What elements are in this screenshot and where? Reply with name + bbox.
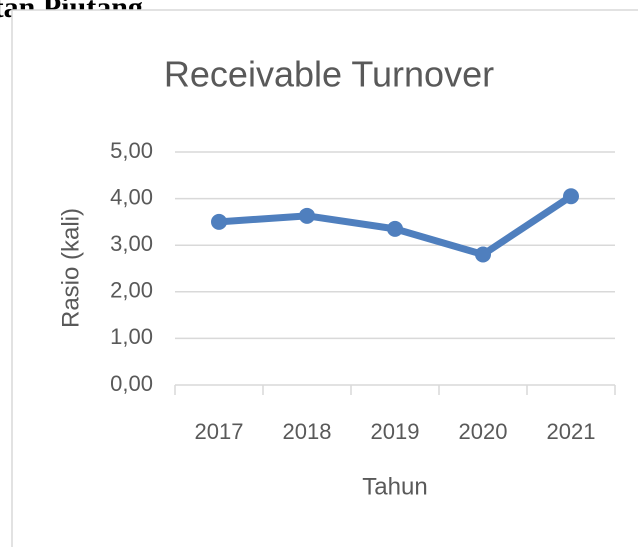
x-tick-label: 2018 bbox=[283, 419, 332, 444]
y-tick-label: 0,00 bbox=[110, 371, 153, 396]
data-point bbox=[211, 213, 227, 230]
chart-frame bbox=[11, 9, 638, 547]
data-point bbox=[563, 188, 579, 205]
x-tick-label: 2017 bbox=[195, 419, 244, 444]
data-point bbox=[387, 220, 403, 237]
x-axis-label: Tahun bbox=[362, 473, 427, 500]
y-tick-label: 5,00 bbox=[110, 138, 153, 163]
data-point bbox=[475, 246, 491, 263]
y-tick-label: 1,00 bbox=[110, 324, 153, 349]
x-tick-label: 2019 bbox=[371, 419, 420, 444]
y-axis-label: Rasio (kali) bbox=[57, 208, 84, 328]
y-tick-label: 3,00 bbox=[110, 231, 153, 256]
y-tick-label: 2,00 bbox=[110, 278, 153, 303]
chart-title: Receivable Turnover bbox=[164, 54, 494, 95]
y-tick-label: 4,00 bbox=[110, 184, 153, 209]
x-tick-label: 2021 bbox=[547, 419, 596, 444]
data-point bbox=[299, 207, 315, 224]
x-tick-label: 2020 bbox=[459, 419, 508, 444]
